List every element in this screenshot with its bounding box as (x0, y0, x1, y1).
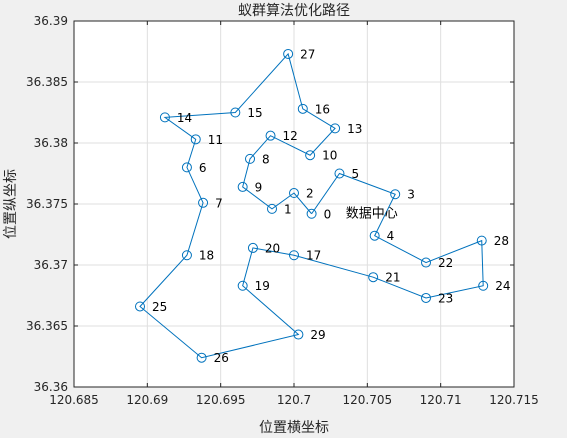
route-marker-17 (289, 250, 299, 261)
route-marker-10 (305, 150, 316, 161)
x-tick-label: 120.695 (196, 393, 246, 407)
route-markers (135, 48, 489, 363)
route-marker-7 (198, 197, 209, 208)
route-marker-16 (297, 103, 308, 114)
point-label-10: 10 (322, 149, 337, 163)
y-tick-label: 36.365 (26, 319, 68, 333)
y-tick-label: 36.37 (34, 258, 68, 272)
point-label-8: 8 (262, 152, 270, 166)
point-label-19: 19 (255, 279, 270, 293)
y-tick-label: 36.38 (34, 136, 68, 150)
route-marker-3 (390, 189, 401, 200)
y-axis-title: 位置纵坐标 (3, 169, 19, 239)
point-label-26: 26 (214, 351, 229, 365)
route-marker-12 (265, 130, 276, 141)
point-label-12: 12 (283, 129, 298, 143)
route-marker-22 (421, 257, 431, 268)
point-label-11: 11 (208, 133, 223, 147)
y-tick-label: 36.385 (26, 75, 68, 89)
route-marker-19 (237, 280, 248, 291)
point-label-27: 27 (300, 47, 315, 61)
route-marker-21 (368, 272, 379, 283)
route-marker-27 (283, 48, 294, 59)
point-label-15: 15 (247, 106, 262, 120)
route-marker-8 (245, 153, 255, 164)
point-label-14: 14 (177, 111, 192, 125)
point-label-13: 13 (347, 122, 362, 136)
route-marker-4 (369, 230, 380, 241)
point-label-18: 18 (199, 249, 214, 263)
point-label-23: 23 (438, 291, 453, 305)
route-marker-24 (478, 280, 489, 291)
y-tick-label: 36.375 (26, 197, 68, 211)
point-label-29: 29 (310, 328, 325, 342)
route-marker-28 (476, 235, 487, 246)
x-tick-label: 120.715 (489, 393, 539, 407)
chart-title: 蚁群算法优化路径 (238, 3, 350, 19)
point-label-4: 4 (387, 229, 395, 243)
point-label-16: 16 (315, 102, 330, 116)
y-tick-label: 36.36 (34, 380, 68, 394)
point-label-17: 17 (306, 249, 321, 263)
x-tick-label: 120.69 (126, 393, 168, 407)
route-marker-18 (181, 250, 192, 261)
y-tick-label: 36.39 (34, 14, 68, 28)
point-label-5: 5 (351, 167, 359, 181)
point-label-21: 21 (385, 271, 400, 285)
route-marker-20 (247, 242, 258, 253)
point-label-20: 20 (265, 241, 280, 255)
x-tick-label: 120.71 (420, 393, 462, 407)
route-marker-5 (334, 168, 345, 179)
route-marker-2 (289, 188, 299, 199)
point-label-28: 28 (494, 234, 509, 248)
y-ticks: 36.36 36.365 36.37 36.375 36.38 36.385 36.39 (26, 14, 514, 394)
point-label-7: 7 (215, 196, 223, 210)
point-label-24: 24 (495, 279, 510, 293)
route-marker-29 (293, 329, 304, 340)
point-label-0: 0 (324, 207, 332, 221)
point-label-25: 25 (152, 300, 167, 314)
point-label-9: 9 (255, 180, 263, 194)
point-label-2: 2 (306, 187, 314, 201)
route-marker-11 (190, 134, 201, 145)
route-marker-14 (159, 112, 170, 123)
route-marker-26 (196, 352, 207, 363)
x-tick-label: 120.685 (49, 393, 99, 407)
route-marker-25 (135, 301, 145, 312)
point-label-6: 6 (199, 161, 207, 175)
data-center-annotation: 数据中心 (346, 207, 398, 222)
x-tick-label: 120.7 (277, 393, 311, 407)
route-marker-1 (267, 203, 277, 214)
point-label-22: 22 (438, 256, 453, 270)
point-label-1: 1 (284, 202, 292, 216)
x-tick-label: 120.705 (343, 393, 393, 407)
x-axis-title: 位置横坐标 (259, 420, 329, 436)
route-line (139, 52, 484, 359)
x-ticks: 120.685 120.69 120.695 120.7 120.705 120.71 12… (49, 21, 539, 407)
route-marker-15 (230, 107, 241, 118)
point-label-3: 3 (407, 188, 415, 202)
route-marker-23 (421, 292, 431, 303)
route-marker-9 (237, 181, 248, 192)
route-marker-0 (306, 208, 317, 219)
route-marker-6 (181, 162, 192, 173)
route-marker-13 (330, 123, 341, 134)
